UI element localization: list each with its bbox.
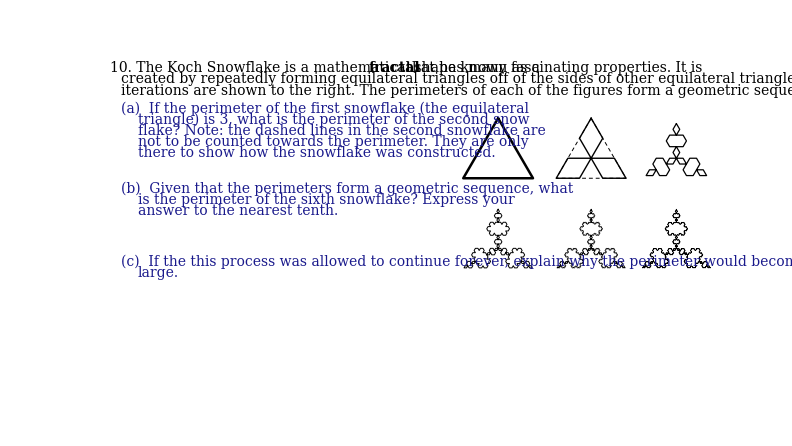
Text: flake? Note: the dashed lines in the second snowflake are: flake? Note: the dashed lines in the sec… [138, 124, 546, 138]
Text: answer to the nearest tenth.: answer to the nearest tenth. [138, 204, 338, 218]
Text: there to show how the snowflake was constructed.: there to show how the snowflake was cons… [138, 146, 495, 160]
Text: (a)  If the perimeter of the first snowflake (the equilateral: (a) If the perimeter of the first snowfl… [120, 101, 529, 116]
Text: (c)  If the this process was allowed to continue forever, explain why the perime: (c) If the this process was allowed to c… [120, 254, 792, 269]
Text: created by repeatedly forming equilateral triangles off of the sides of other eq: created by repeatedly forming equilatera… [120, 72, 792, 87]
Text: 10. The Koch Snowflake is a mathematical shape known as a: 10. The Koch Snowflake is a mathematical… [110, 61, 544, 75]
Text: iterations are shown to the right. The perimeters of each of the figures form a : iterations are shown to the right. The p… [120, 83, 792, 98]
Text: (b)  Given that the perimeters form a geometric sequence, what: (b) Given that the perimeters form a geo… [120, 182, 573, 196]
Text: is the perimeter of the sixth snowflake? Express your: is the perimeter of the sixth snowflake?… [138, 193, 515, 207]
Text: fractal: fractal [368, 61, 420, 75]
Text: that has many fascinating properties. It is: that has many fascinating properties. It… [402, 61, 703, 75]
Text: large.: large. [138, 265, 179, 280]
Text: triangle) is 3, what is the perimeter of the second snow: triangle) is 3, what is the perimeter of… [138, 112, 529, 127]
Text: not to be counted towards the perimeter. They are only: not to be counted towards the perimeter.… [138, 135, 528, 149]
